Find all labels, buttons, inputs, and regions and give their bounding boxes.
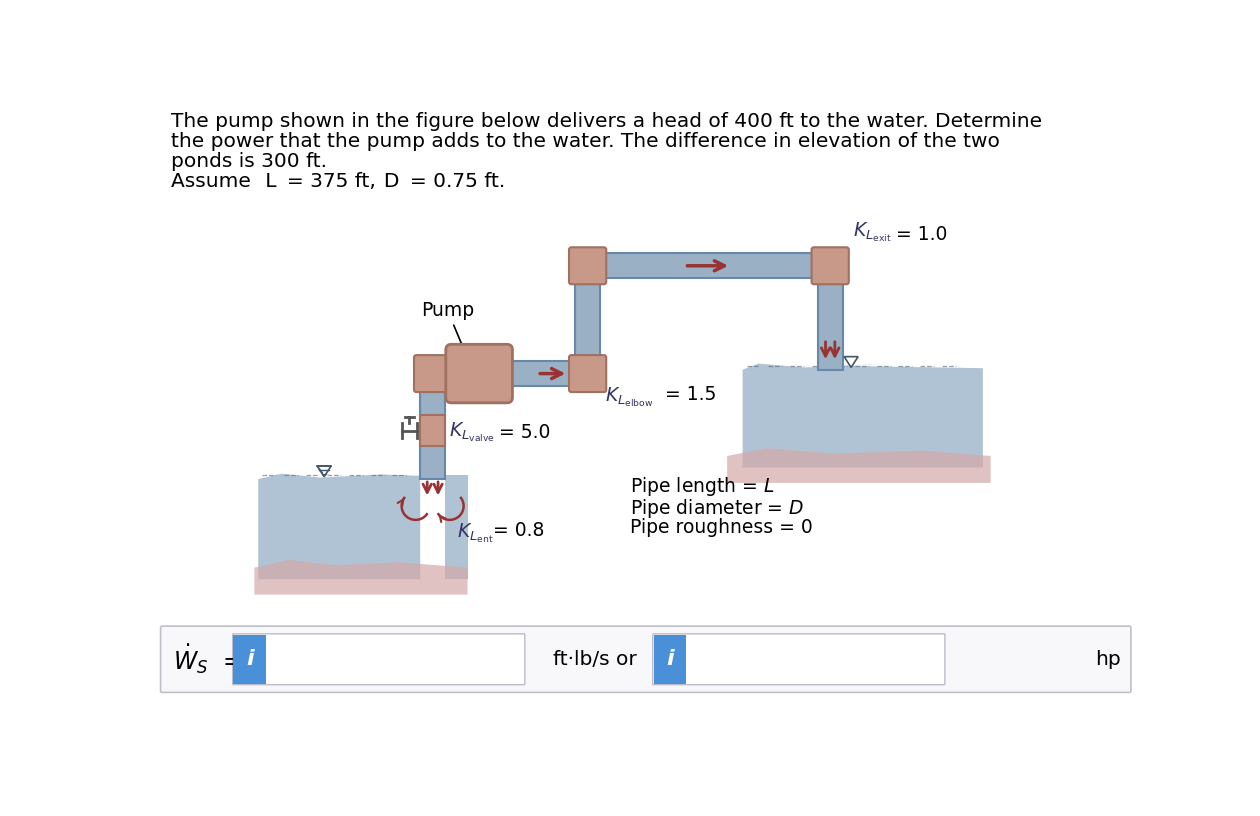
Bar [421,361,445,479]
Bar [432,361,450,386]
FancyBboxPatch shape [233,634,525,685]
Text: Pump: Pump [421,301,474,354]
Polygon shape [727,448,990,483]
FancyBboxPatch shape [415,355,451,392]
Text: Pipe diameter = $D$: Pipe diameter = $D$ [630,497,804,520]
Bar [576,266,600,361]
FancyBboxPatch shape [811,247,849,284]
Text: ft·lb/s or: ft·lb/s or [553,650,636,669]
Text: = 0.8: = 0.8 [493,521,544,540]
Text: Assume   L  = 375 ft,  D  = 0.75 ft.: Assume L = 375 ft, D = 0.75 ft. [171,172,505,191]
Text: = 1.5: = 1.5 [665,385,717,404]
Text: the power that the pump adds to the water. The difference in elevation of the tw: the power that the pump adds to the wate… [171,132,1000,151]
Text: hp: hp [1095,650,1121,669]
FancyBboxPatch shape [446,344,513,403]
Text: i: i [667,650,674,669]
Bar [818,266,843,370]
Text: Pipe roughness = 0: Pipe roughness = 0 [630,518,813,538]
Text: ponds is 300 ft.: ponds is 300 ft. [171,152,328,171]
Bar [421,415,445,446]
Bar [233,635,266,684]
Bar [509,361,587,386]
FancyBboxPatch shape [570,355,606,392]
Text: $\dot{W}_S$  =: $\dot{W}_S$ = [173,642,242,676]
Text: $K_{L_{\mathregular{elbow}}}$: $K_{L_{\mathregular{elbow}}}$ [605,385,653,409]
FancyBboxPatch shape [570,247,606,284]
Text: $K_{L_{\mathregular{valve}}}$: $K_{L_{\mathregular{valve}}}$ [449,420,495,444]
FancyBboxPatch shape [160,626,1131,692]
Polygon shape [742,350,983,468]
Text: $K_{L_{\mathregular{exit}}}$: $K_{L_{\mathregular{exit}}}$ [853,220,892,244]
Text: $K_{L_{\mathregular{ent}}}$: $K_{L_{\mathregular{ent}}}$ [456,521,493,545]
Text: = 1.0: = 1.0 [896,225,948,244]
Polygon shape [445,475,467,579]
Text: The pump shown in the figure below delivers a head of 400 ft to the water. Deter: The pump shown in the figure below deliv… [171,112,1042,131]
Bar [654,635,685,684]
Polygon shape [258,473,445,579]
Polygon shape [255,560,467,595]
Text: = 5.0: = 5.0 [499,423,551,441]
Text: i: i [246,650,253,669]
Bar [587,254,830,278]
FancyBboxPatch shape [653,634,945,685]
Text: Pipe length = $L$: Pipe length = $L$ [630,475,775,499]
